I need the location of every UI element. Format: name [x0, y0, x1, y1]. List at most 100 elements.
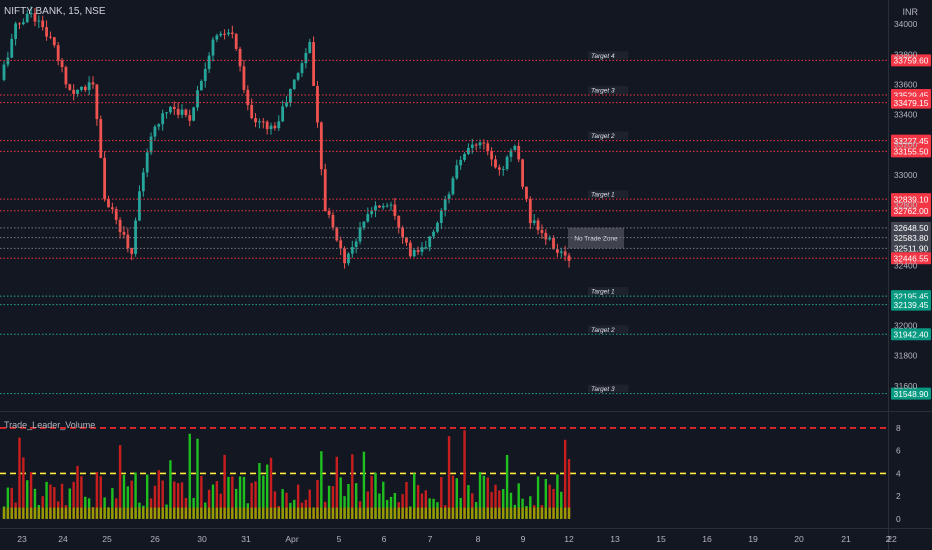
- price-badge: [891, 204, 931, 217]
- candle-body: [122, 232, 126, 235]
- candle-body: [405, 237, 408, 243]
- candle-body: [285, 102, 288, 107]
- candle-body: [528, 198, 532, 224]
- volume-bar: [320, 451, 323, 519]
- volume-bar-base: [443, 507, 447, 519]
- volume-bar: [285, 492, 288, 519]
- candle-body: [474, 144, 478, 146]
- volume-bar: [405, 481, 408, 519]
- volume-bar: [416, 485, 420, 519]
- volume-bar: [219, 493, 222, 519]
- candle-body: [354, 241, 358, 248]
- price-tick-label: 32800: [894, 200, 918, 210]
- candle-body: [296, 73, 300, 80]
- volume-bar-base: [424, 507, 428, 519]
- candle-body: [281, 106, 285, 122]
- volume-bar: [242, 476, 246, 519]
- price-badge-label: 32446.55: [894, 254, 929, 264]
- volume-bar-base: [277, 507, 280, 519]
- candle-body: [401, 227, 405, 238]
- volume-bar-base: [339, 507, 342, 519]
- volume-bar-base: [556, 507, 559, 519]
- volume-bar-base: [145, 507, 149, 519]
- volume-bar: [180, 482, 184, 519]
- volume-bar: [354, 483, 358, 519]
- candle-body: [343, 248, 346, 264]
- volume-bar-base: [33, 507, 37, 519]
- candle-body: [517, 145, 521, 160]
- volume-bar-base: [37, 507, 41, 519]
- volume-bar-base: [335, 507, 339, 519]
- volume-bar: [265, 464, 269, 519]
- target-tag: Target 2: [591, 133, 615, 140]
- candle-body: [347, 253, 350, 264]
- candle-body: [412, 249, 416, 257]
- target-tag-bg: [588, 51, 629, 60]
- volume-bar: [161, 480, 164, 519]
- volume-bar: [95, 472, 99, 519]
- volume-bar-base: [529, 507, 532, 519]
- candle-body: [420, 247, 424, 252]
- candle-body: [377, 205, 381, 208]
- volume-bar-base: [401, 507, 404, 519]
- candle-body: [323, 169, 327, 211]
- candle-body: [107, 198, 110, 208]
- volume-bar: [45, 481, 48, 519]
- candle-body: [339, 240, 343, 249]
- volume-tick-label: 0: [896, 514, 901, 524]
- volume-bar-base: [219, 507, 222, 519]
- price-tick-label: 31800: [894, 351, 918, 361]
- volume-bar-base: [467, 507, 470, 519]
- volume-bar-base: [544, 507, 547, 519]
- volume-bar-base: [242, 507, 246, 519]
- volume-bar-base: [397, 507, 400, 519]
- candle-body: [25, 13, 29, 23]
- candle-body: [227, 32, 230, 35]
- candle-body: [370, 210, 374, 215]
- volume-bar: [548, 484, 551, 519]
- volume-bar-base: [509, 507, 513, 519]
- volume-bar-base: [405, 507, 408, 519]
- volume-bar-base: [56, 507, 60, 519]
- candle-body: [316, 85, 319, 123]
- time-tick-label: 30: [197, 534, 207, 544]
- price-badge: [891, 134, 931, 147]
- candle-body: [467, 147, 470, 154]
- volume-bar-base: [486, 507, 489, 519]
- volume-bar-base: [227, 507, 230, 519]
- time-tick-label: 8: [476, 534, 481, 544]
- volume-bar-base: [289, 507, 292, 519]
- volume-bar-base: [366, 507, 369, 519]
- candle-body: [169, 106, 172, 113]
- candle-body: [494, 159, 497, 168]
- volume-bar-base: [22, 507, 25, 519]
- volume-bar: [223, 454, 226, 519]
- candle-body: [242, 66, 246, 90]
- price-tick-label: 31600: [894, 381, 918, 391]
- target-tag-bg: [588, 131, 629, 140]
- volume-bar: [331, 486, 335, 519]
- volume-bar: [60, 483, 64, 519]
- volume-bar: [130, 480, 133, 519]
- candle-body: [145, 152, 149, 173]
- candle-body: [509, 150, 513, 157]
- volume-bar-base: [103, 507, 106, 519]
- volume-bar: [378, 493, 381, 519]
- volume-bar-base: [413, 507, 416, 519]
- volume-bar: [494, 484, 497, 519]
- time-tick-label: 16: [702, 534, 712, 544]
- volume-bar: [560, 491, 563, 519]
- volume-bar: [308, 489, 311, 519]
- time-tick-label: Apr: [285, 534, 299, 544]
- volume-bar-base: [490, 507, 493, 519]
- volume-bar: [517, 483, 520, 519]
- price-badge: [891, 145, 931, 158]
- volume-bar: [207, 489, 211, 519]
- candle-body: [389, 204, 393, 206]
- candle-body: [254, 118, 257, 123]
- price-badge-label: 31548.90: [894, 389, 929, 399]
- volume-bar: [447, 436, 451, 519]
- volume-bar: [440, 477, 443, 519]
- candle-body: [64, 67, 68, 85]
